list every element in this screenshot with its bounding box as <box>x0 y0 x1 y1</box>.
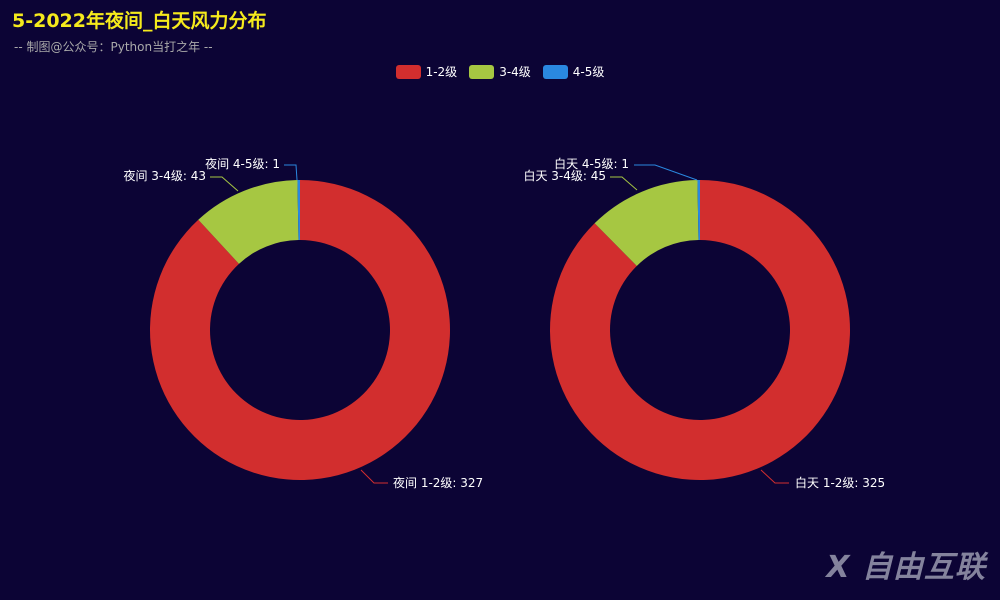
leader-line <box>634 164 698 181</box>
label-night-4-5: 夜间 4-5级: 1 <box>205 156 280 171</box>
donut-slice-4-5级[interactable] <box>697 180 700 241</box>
leader-line <box>284 164 298 181</box>
chart-title: 5-2022年夜间_白天风力分布 <box>12 10 267 32</box>
label-day-4-5: 白天 4-5级: 1 <box>554 156 629 171</box>
label-night-3-4: 夜间 3-4级: 43 <box>123 168 206 183</box>
chart-subtitle: -- 制图@公众号：Python当打之年 -- <box>14 40 213 54</box>
label-day-3-4: 白天 3-4级: 45 <box>523 168 606 183</box>
legend-swatch-red <box>395 64 421 79</box>
legend-swatch-green <box>469 64 495 79</box>
donut-slice-3-4级[interactable] <box>594 180 699 266</box>
legend-label: 4-5级 <box>572 65 605 79</box>
legend: 1-2级 3-4级 4-5级 <box>0 63 1000 80</box>
legend-label: 1-2级 <box>425 65 458 79</box>
leader-line <box>760 469 789 484</box>
donut-slice-3-4级[interactable] <box>198 180 299 264</box>
label-day-1-2: 白天 1-2级: 325 <box>795 475 885 490</box>
leader-line <box>210 176 239 192</box>
donut-night[interactable] <box>149 180 450 481</box>
donut-slice-4-5级[interactable] <box>297 180 300 241</box>
donut-slice-1-2级[interactable] <box>549 180 850 480</box>
legend-item-1-2[interactable]: 1-2级 <box>395 63 458 80</box>
donut-day[interactable] <box>549 180 850 480</box>
watermark-logo: X 自由互联 <box>826 550 986 585</box>
legend-item-4-5[interactable]: 4-5级 <box>542 63 605 80</box>
leader-line <box>610 176 638 191</box>
donut-slice-1-2级[interactable] <box>149 180 450 481</box>
label-night-1-2: 夜间 1-2级: 327 <box>393 475 483 490</box>
legend-item-3-4[interactable]: 3-4级 <box>469 63 531 80</box>
legend-swatch-blue <box>542 64 568 79</box>
legend-label: 3-4级 <box>499 65 531 79</box>
leader-line <box>360 469 388 484</box>
